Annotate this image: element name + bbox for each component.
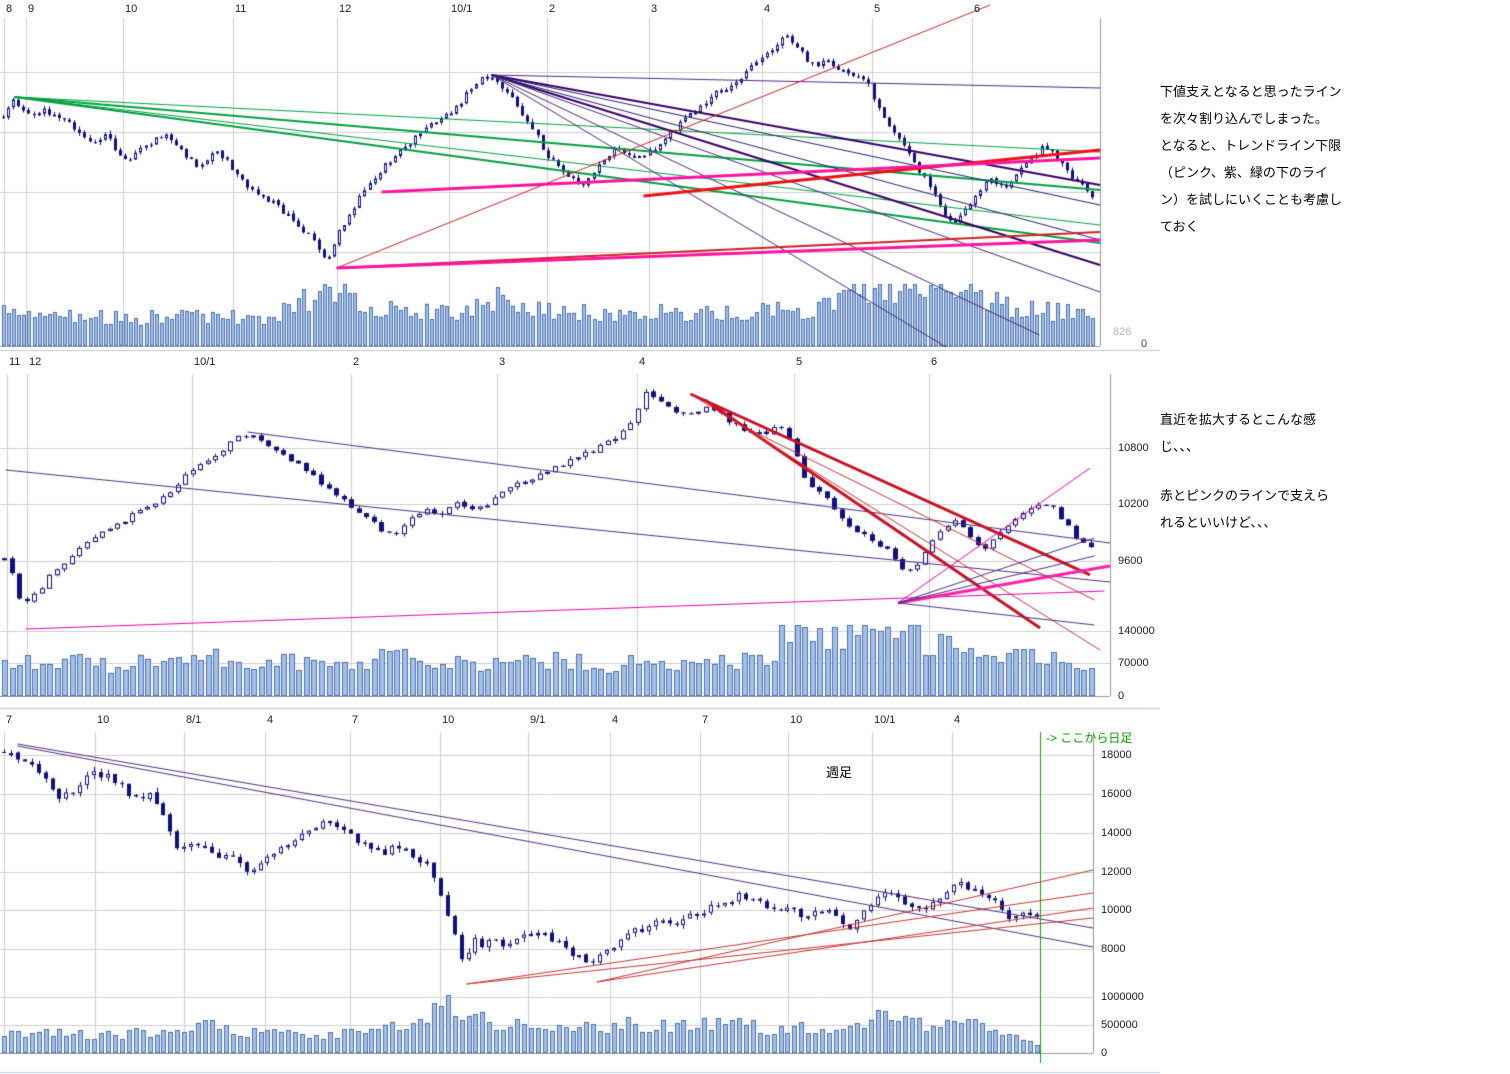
y-axis-price-label: 9600 <box>1118 555 1143 567</box>
x-axis-label: 8/1 <box>186 714 202 726</box>
x-axis-label: 10 <box>97 714 110 726</box>
y-axis-price-label: 12000 <box>1101 866 1132 878</box>
x-axis-label: 6 <box>974 3 981 15</box>
x-axis-label: 6 <box>931 356 938 368</box>
x-axis-label: 4 <box>267 714 274 726</box>
y-axis-volume-label: 0 <box>1101 1047 1108 1059</box>
x-axis-label: 4 <box>639 356 646 368</box>
weekly-candlestick-canvas <box>0 710 1160 1074</box>
note-zoomed-view: 直近を拡大するとこんな感 じ、、、 <box>1160 412 1317 454</box>
x-axis-label: 5 <box>796 356 803 368</box>
y-axis-price-label: 14000 <box>1101 827 1132 839</box>
daily-chart-panel-zoom: 11 12 10/1 2 3 4 5 6 10800 10200 9600 140000 70000 0 <box>0 352 1160 710</box>
x-axis-label: 9/1 <box>530 714 546 726</box>
daily-long-candlestick-canvas <box>0 0 1160 352</box>
y-axis-price-label: 18000 <box>1101 749 1132 761</box>
note-support-hope: 赤とピンクのラインで支えら れるといいけど、、、 <box>1160 488 1330 530</box>
y-axis-price-label: 10200 <box>1118 498 1149 510</box>
x-axis-label: 12 <box>339 3 352 15</box>
x-axis-label: 9 <box>28 3 35 15</box>
x-axis-label: 10/1 <box>451 3 473 15</box>
x-axis-label: 3 <box>499 356 506 368</box>
weekly-chart-label: 週足 <box>826 765 853 780</box>
x-axis-label: 2 <box>353 356 360 368</box>
y-axis-price-label: 16000 <box>1101 788 1132 800</box>
x-axis-label: 4 <box>954 714 961 726</box>
y-axis-price-label: 10800 <box>1118 442 1149 454</box>
x-axis-label: 10 <box>790 714 803 726</box>
y-axis-price-label: 8000 <box>1101 943 1126 955</box>
y-axis-price-label: 10000 <box>1101 904 1132 916</box>
daily-from-here-label: -> ここから日足 <box>1046 731 1133 745</box>
y-axis-volume-label: 0 <box>1118 690 1125 702</box>
daily-chart-panel-long: 8 9 10 11 12 10/1 2 3 4 5 6 826 0 <box>0 0 1160 352</box>
x-axis-label: 10/1 <box>874 714 896 726</box>
note-trendlines-broken: 下値支えとなると思ったライン を次々割り込んでしまった。 となると、トレンドライ… <box>1160 84 1343 234</box>
x-axis-label: 8 <box>6 3 13 15</box>
x-axis-label: 7 <box>352 714 359 726</box>
x-axis-label: 3 <box>651 3 658 15</box>
y-axis-volume-label: 1000000 <box>1101 991 1144 1003</box>
y-axis-volume-label: 70000 <box>1118 657 1149 669</box>
x-axis-label: 11 <box>9 356 21 368</box>
x-axis-label: 10/1 <box>194 356 216 368</box>
x-axis-label: 7 <box>702 714 709 726</box>
x-axis-label: 2 <box>549 3 556 15</box>
weekly-chart-panel: 週足 -> ここから日足 7 10 8/1 4 7 10 9/1 4 7 10 10/1 4 18000… <box>0 710 1160 1074</box>
x-axis-label: 11 <box>235 3 247 15</box>
y-axis-volume-label: 500000 <box>1101 1019 1138 1031</box>
x-axis-label: 4 <box>764 3 771 15</box>
x-axis-label: 10 <box>442 714 455 726</box>
x-axis-label: 12 <box>29 356 42 368</box>
x-axis-label: 10 <box>125 3 138 15</box>
axis-misc-label: 0 <box>1141 338 1148 350</box>
x-axis-label: 4 <box>612 714 619 726</box>
y-axis-volume-label: 140000 <box>1118 625 1155 637</box>
x-axis-label: 7 <box>6 714 13 726</box>
axis-misc-label: 826 <box>1113 326 1132 338</box>
daily-zoom-candlestick-canvas <box>0 352 1160 710</box>
x-axis-label: 5 <box>874 3 881 15</box>
